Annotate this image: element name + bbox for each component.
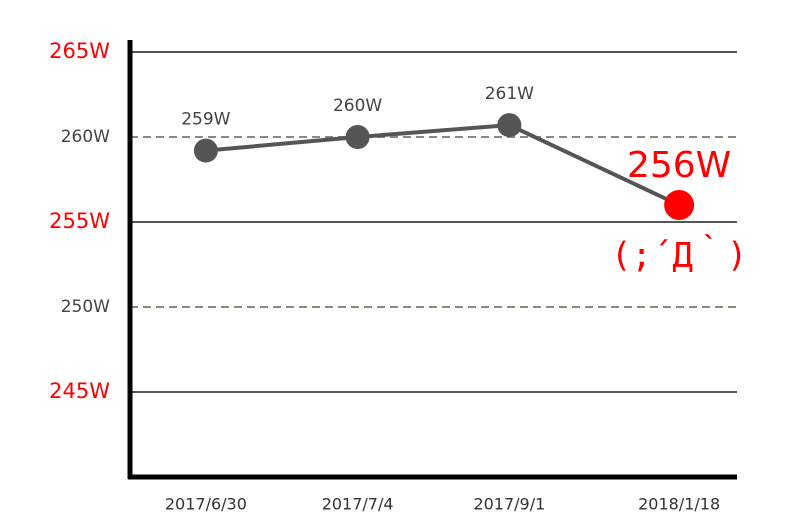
value-label: 259W <box>181 110 230 130</box>
highlight-label: 256W <box>627 145 731 186</box>
y-tick-label: 260W <box>61 127 110 147</box>
y-tick-label: 255W <box>49 209 110 233</box>
point <box>345 125 370 149</box>
annotation: (;´Д｀) <box>611 234 747 276</box>
value-label: 260W <box>333 96 382 116</box>
y-tick-label: 245W <box>49 379 110 403</box>
point <box>497 113 522 138</box>
x-tick-label: 2018/1/18 <box>638 495 720 514</box>
x-tick-label: 2017/6/30 <box>165 495 247 514</box>
x-tick-label: 2017/7/4 <box>322 495 394 514</box>
x-tick-label: 2017/9/1 <box>473 495 545 514</box>
y-tick-label: 250W <box>61 297 110 317</box>
point <box>193 138 218 163</box>
highlight-point <box>664 190 695 220</box>
series-line <box>205 123 680 207</box>
value-label: 261W <box>485 84 534 104</box>
y-tick-label: 265W <box>49 39 110 63</box>
